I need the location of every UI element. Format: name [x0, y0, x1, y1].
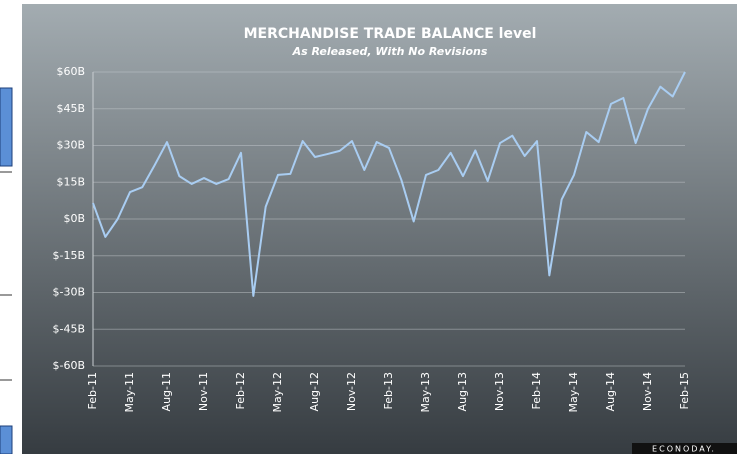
x-tick-label: Feb-15: [678, 372, 691, 409]
brand-box: [632, 443, 737, 454]
x-tick-label: May-14: [567, 372, 580, 413]
x-tick-label: Aug-13: [456, 372, 469, 411]
y-tick-label: $60B: [56, 65, 85, 78]
y-tick-label: $0B: [63, 212, 85, 225]
x-tick-label: Aug-12: [308, 372, 321, 411]
x-tick-label: Feb-13: [382, 372, 395, 409]
chart-subtitle: As Released, With No Revisions: [292, 45, 488, 58]
y-tick-label: $45B: [56, 102, 85, 115]
y-tick-label: $30B: [56, 139, 85, 152]
data-line: [92, 71, 686, 297]
y-tick-label: $15B: [56, 175, 85, 188]
x-tick-label: May-13: [419, 372, 432, 413]
left-strip: [0, 87, 13, 455]
x-tick-label: Aug-11: [160, 372, 173, 411]
y-tick-label: $-30B: [52, 286, 85, 299]
brand: ECONODAY.: [652, 445, 716, 454]
x-tick-label: Nov-14: [641, 372, 654, 411]
x-tick-label: Nov-11: [197, 372, 210, 411]
x-tick-label: Aug-14: [604, 372, 617, 411]
x-tick-label: Feb-11: [86, 372, 99, 409]
chart-panel: [22, 4, 737, 454]
x-tick-label: May-11: [123, 372, 136, 413]
x-tick-label: Feb-14: [530, 372, 543, 409]
chart-title: MERCHANDISE TRADE BALANCE level: [244, 26, 537, 42]
x-tick-label: May-12: [271, 372, 284, 413]
y-tick-label: $-45B: [52, 322, 85, 335]
x-tick-label: Nov-13: [493, 372, 506, 411]
x-tick-label: Feb-12: [234, 372, 247, 409]
y-tick-label: $-15B: [52, 249, 85, 262]
y-tick-label: $-60B: [52, 359, 85, 372]
x-tick-label: Nov-12: [345, 372, 358, 411]
